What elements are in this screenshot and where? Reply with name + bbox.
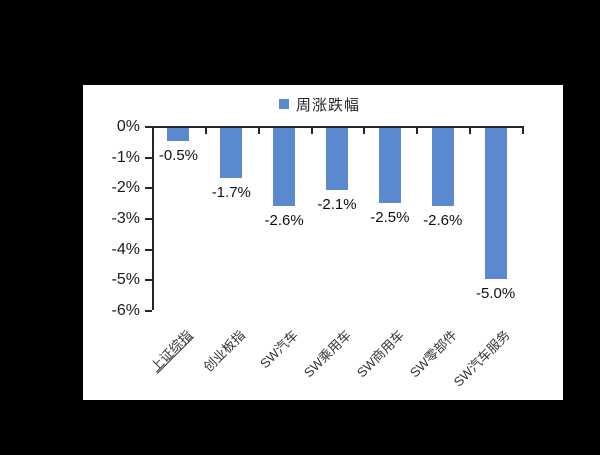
- legend-swatch-icon: [279, 99, 289, 109]
- bar-创业板指: [220, 128, 243, 179]
- y-axis-tick: [145, 218, 152, 220]
- chart-card: 周涨跌幅 0% -1% -2% -3% -4% -5% -6% -0.5% 上证综指 -1.7% 创…: [83, 85, 563, 400]
- y-axis-tick-label: -3%: [111, 210, 140, 227]
- bar-SW商用车: [378, 128, 401, 203]
- category-label: SW零部件: [406, 327, 460, 381]
- y-axis-tick: [145, 126, 152, 128]
- bar-value-label: -1.7%: [211, 184, 251, 202]
- y-axis-tick-label: -6%: [111, 302, 140, 319]
- bar-SW零部件: [431, 128, 454, 206]
- x-axis-tick: [363, 128, 366, 134]
- bar-上证综指: [167, 128, 190, 142]
- x-axis-tick: [469, 128, 472, 134]
- bar-value-label: -2.5%: [370, 208, 410, 226]
- y-axis-tick-label: -2%: [111, 179, 140, 197]
- legend-label: 周涨跌幅: [296, 96, 361, 114]
- y-axis-tick-label: 0%: [116, 118, 140, 135]
- category-label: SW乘用车: [300, 327, 354, 381]
- bar-value-label: -0.5%: [158, 147, 199, 165]
- chart-legend: 周涨跌幅: [279, 93, 360, 115]
- plot-area: 0% -1% -2% -3% -4% -5% -6% -0.5% 上证综指 -1.7% 创业板指 -2…: [83, 85, 563, 400]
- y-axis-tick: [145, 279, 152, 282]
- bar-value-label: -2.1%: [317, 196, 357, 214]
- category-label: 创业板指: [200, 327, 249, 375]
- x-axis-tick: [257, 128, 260, 134]
- y-axis-tick: [145, 187, 152, 190]
- category-label: SW汽车: [257, 327, 302, 372]
- y-axis-tick-label: -1%: [111, 148, 140, 166]
- bar-value-label: -2.6%: [264, 211, 304, 229]
- y-axis-tick-label: -4%: [111, 240, 140, 258]
- bar-SW乘用车: [326, 128, 348, 191]
- x-axis-tick: [522, 128, 524, 134]
- bar-value-label: -5.0%: [475, 285, 516, 303]
- x-axis-tick: [416, 128, 419, 134]
- y-axis-tick: [145, 156, 152, 159]
- x-axis-tick: [204, 128, 207, 134]
- x-axis-tick: [152, 128, 154, 134]
- x-axis-tick: [310, 128, 313, 134]
- category-label: 上证综指: [147, 327, 196, 375]
- category-label: SW汽车服务: [450, 327, 513, 390]
- bar-value-label: -2.6%: [423, 211, 463, 229]
- y-axis-line: [152, 126, 154, 310]
- category-label: SW商用车: [353, 327, 407, 381]
- y-axis-tick: [145, 310, 152, 312]
- y-axis-tick: [145, 248, 152, 251]
- y-axis-tick-label: -5%: [111, 271, 140, 289]
- x-axis-line: [152, 126, 524, 128]
- bar-SW汽车: [273, 128, 296, 206]
- bar-SW汽车服务: [484, 128, 507, 280]
